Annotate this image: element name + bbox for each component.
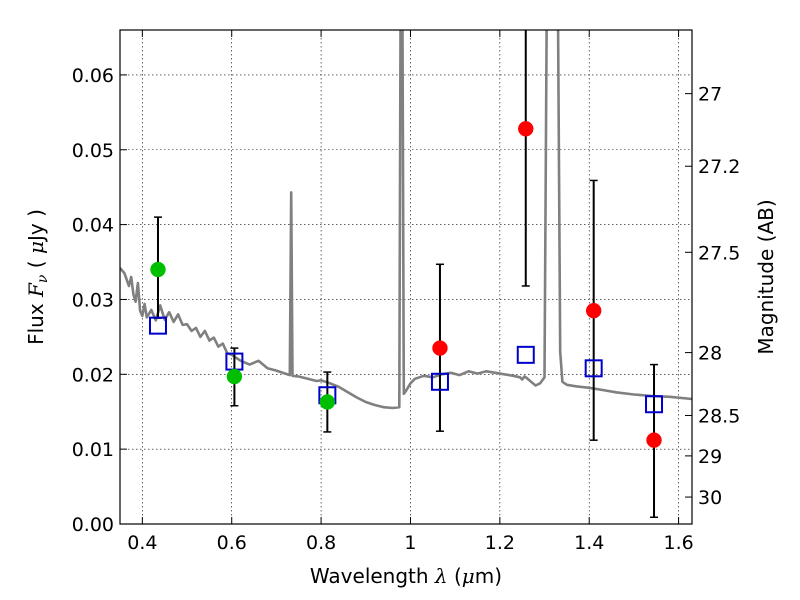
x-tick-label: 0.6	[217, 532, 247, 554]
plot-area	[120, 30, 692, 519]
model-square-point	[148, 316, 167, 335]
y-tick-label: 0.00	[72, 514, 114, 536]
model-square-point	[516, 345, 535, 364]
red-data-point	[646, 432, 662, 448]
y2-ticks: 27 27.2 27.5 28 28.5 29 30	[685, 84, 740, 509]
y2-tick-label: 30	[698, 487, 722, 509]
x-tick-label: 1.6	[663, 532, 693, 554]
x-tick-label: 1	[404, 532, 416, 554]
y2-tick-label: 27.2	[698, 156, 740, 178]
x-tick-label: 1.4	[574, 532, 604, 554]
model-square-point	[584, 359, 603, 378]
y2-axis-label: Magnitude (AB)	[754, 199, 778, 354]
red-data-point	[585, 302, 602, 319]
y2-tick-label: 27.5	[698, 242, 740, 264]
y-tick-label: 0.03	[72, 289, 114, 311]
red-data-point	[432, 340, 448, 356]
y-tick-label: 0.06	[72, 65, 114, 87]
model-square-point	[645, 395, 664, 414]
x-tick-label: 0.8	[306, 532, 336, 554]
y2-tick-label: 28.5	[698, 405, 740, 427]
x-ticks: 0.4 0.6 0.8 1 1.2 1.4 1.6	[127, 30, 694, 554]
y-ticks: 0.00 0.01 0.02 0.03 0.04 0.05 0.06	[72, 65, 127, 536]
y-tick-label: 0.01	[72, 439, 114, 461]
y2-tick-label: 27	[698, 84, 722, 106]
x-tick-label: 1.2	[485, 532, 515, 554]
y-tick-label: 0.02	[72, 364, 114, 386]
y-tick-label: 0.05	[72, 140, 114, 162]
y2-tick-label: 28	[698, 343, 722, 365]
x-tick-label: 0.4	[127, 532, 157, 554]
grid	[120, 30, 692, 525]
green-data-point	[150, 261, 166, 278]
y-axis-label: Flux Fν ( μJy )	[24, 209, 51, 345]
green-data-point	[319, 394, 336, 410]
model-square-point	[430, 372, 449, 391]
plot-frame	[119, 29, 693, 525]
y2-tick-label: 29	[698, 446, 722, 468]
model-spectrum-line	[120, 30, 692, 410]
green-data-point	[226, 368, 243, 385]
red-data-point	[518, 121, 534, 137]
x-axis-label: Wavelength λ (μm)	[310, 564, 502, 588]
y-tick-label: 0.04	[72, 215, 114, 237]
